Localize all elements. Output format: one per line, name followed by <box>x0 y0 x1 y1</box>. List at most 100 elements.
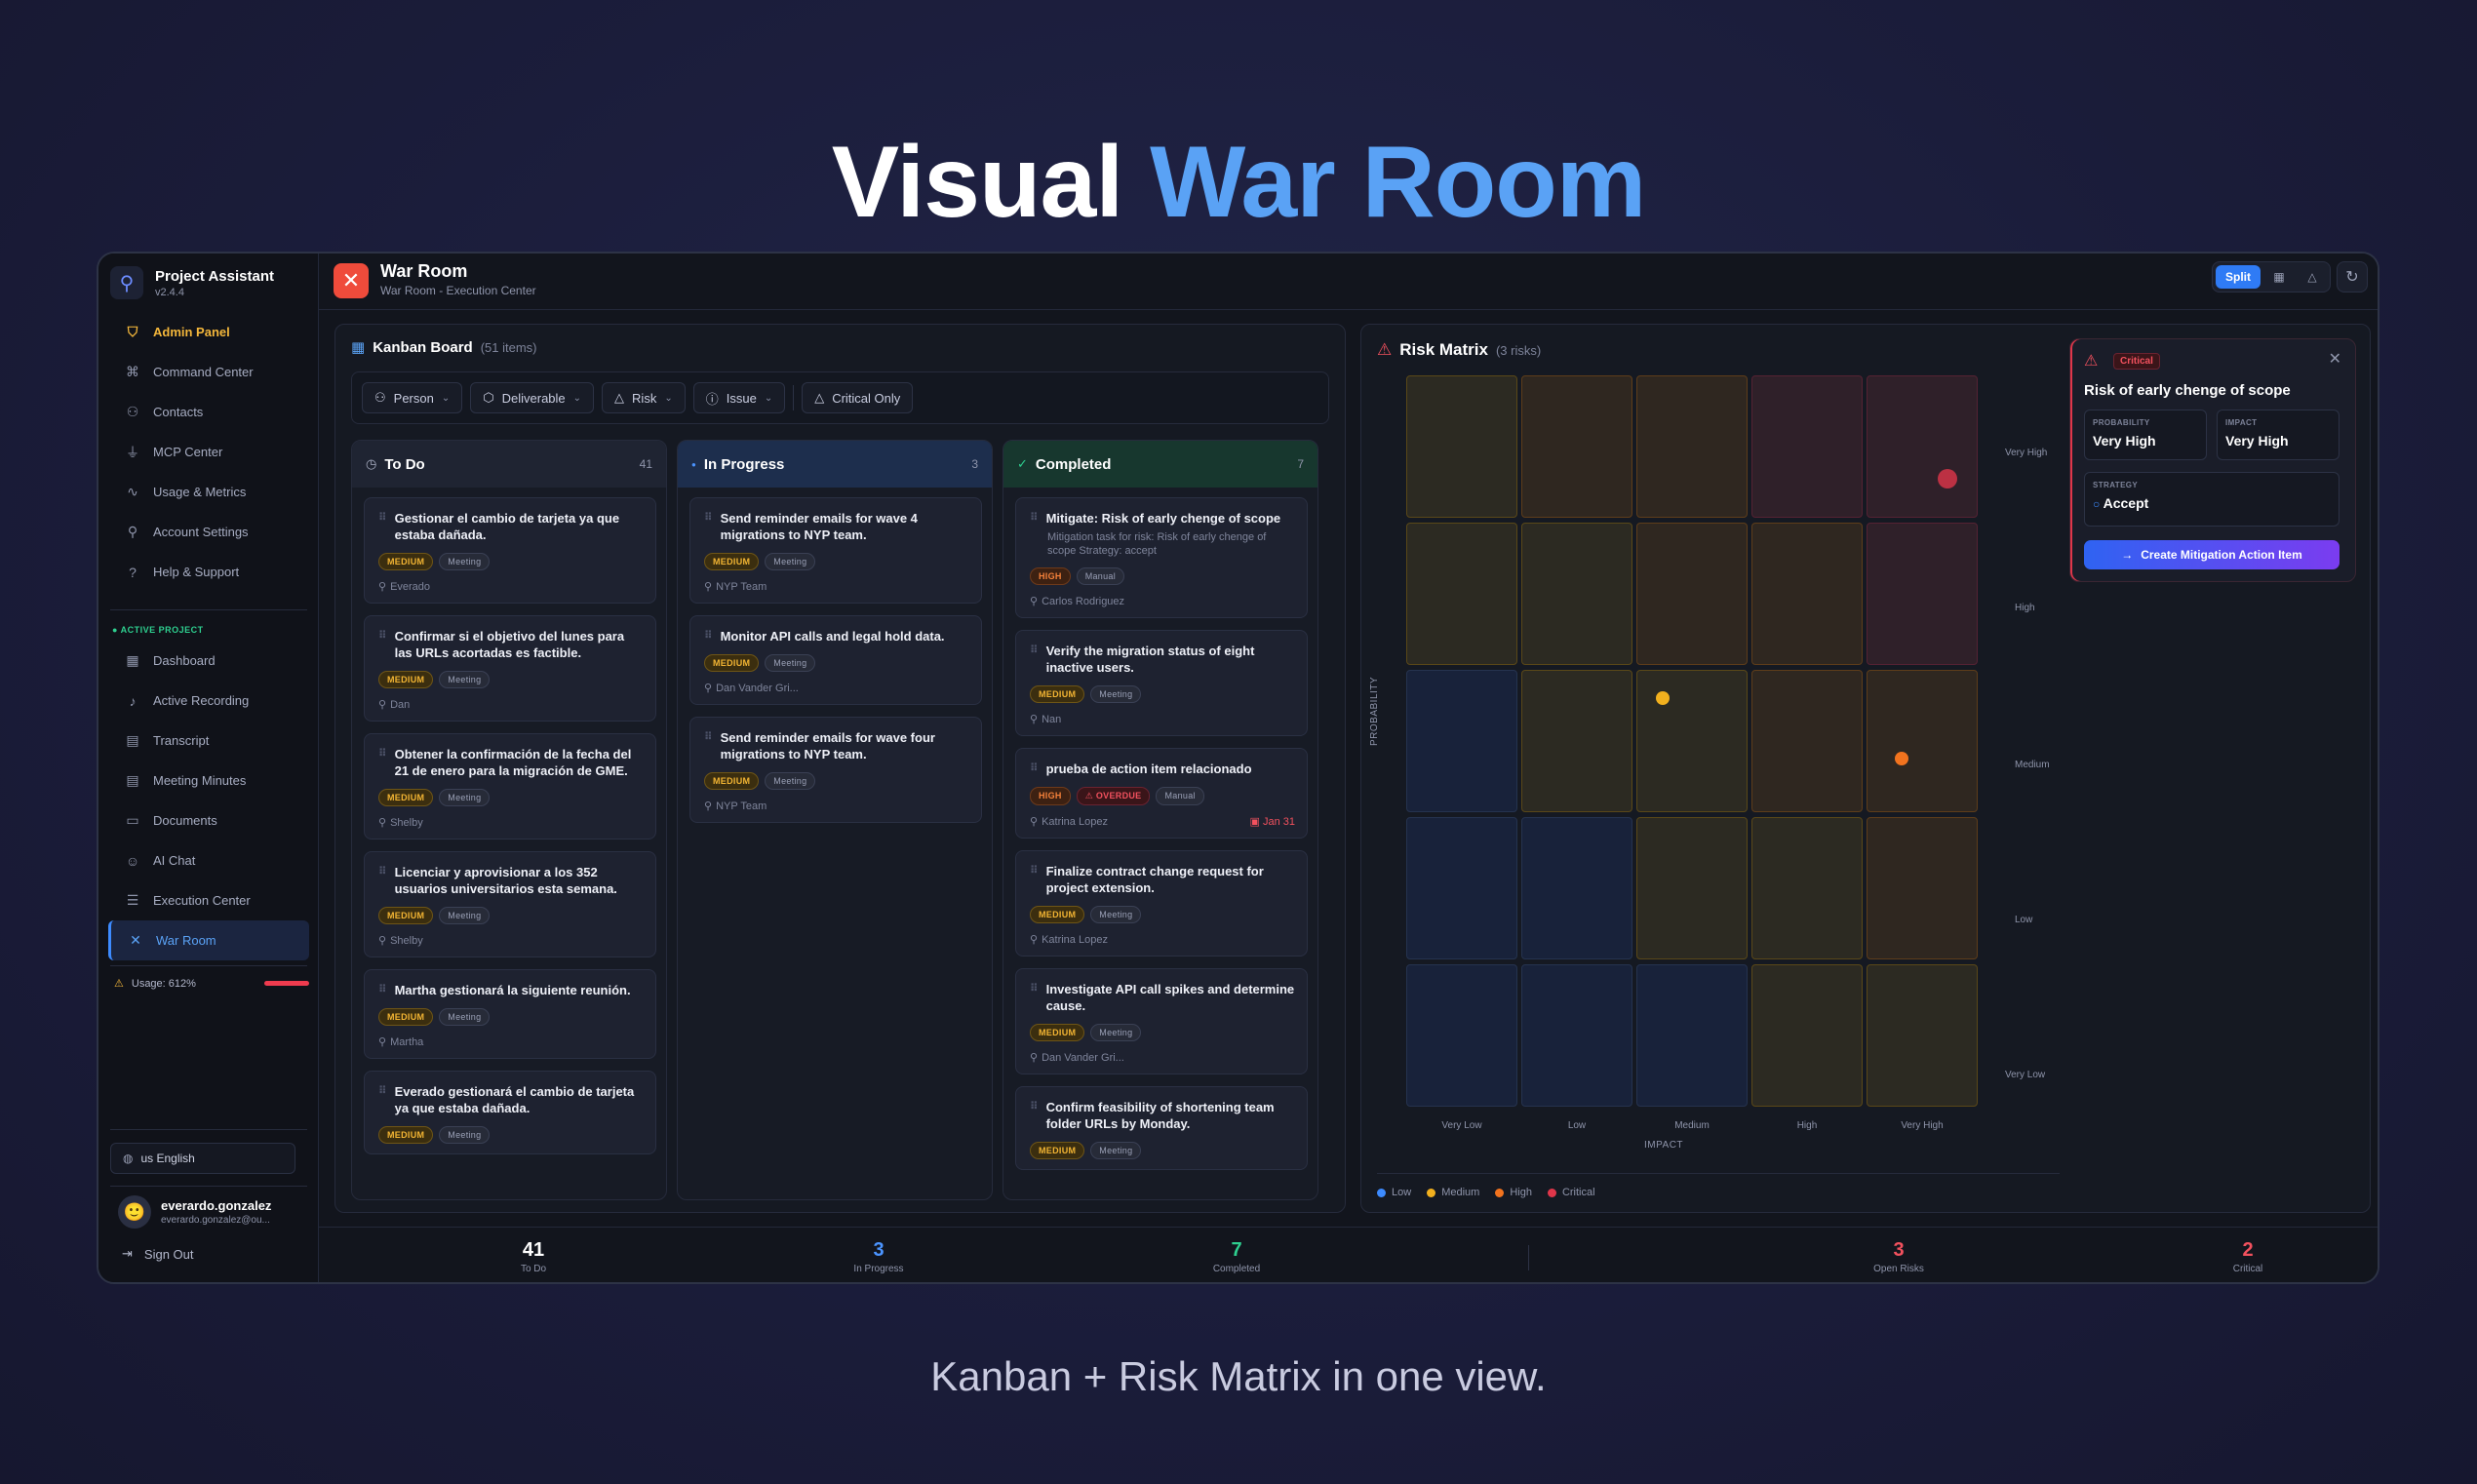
view-kanban-button[interactable]: ▦ <box>2264 265 2294 289</box>
task-card[interactable]: ⠿ prueba de action item relacionado HIGH ⚠ … <box>1015 748 1308 839</box>
risk-cell[interactable] <box>1867 817 1978 959</box>
critical-only-toggle[interactable]: △ Critical Only <box>802 382 914 413</box>
risk-cell[interactable] <box>1521 375 1632 518</box>
sign-out-button[interactable]: ⇥ Sign Out <box>122 1246 194 1262</box>
sidebar-item-admin-panel[interactable]: ⛉ Admin Panel <box>108 312 309 352</box>
drag-handle-icon[interactable]: ⠿ <box>378 512 387 524</box>
drag-handle-icon[interactable]: ⠿ <box>378 1085 387 1097</box>
sidebar-item-mcp-center[interactable]: ⏚ MCP Center <box>108 432 309 472</box>
stats-divider <box>1528 1245 1529 1270</box>
task-card[interactable]: ⠿ Everado gestionará el cambio de tarjeta… <box>364 1071 656 1154</box>
risk-cell[interactable] <box>1406 817 1517 959</box>
risk-cell[interactable] <box>1867 523 1978 665</box>
risk-dot[interactable] <box>1656 691 1670 705</box>
risk-cell[interactable] <box>1521 817 1632 959</box>
card-tags: MEDIUM Meeting <box>704 553 969 570</box>
task-card[interactable]: ⠿ Mitigate: Risk of early chenge of scope… <box>1015 497 1308 618</box>
risk-dot[interactable] <box>1938 469 1957 488</box>
drag-handle-icon[interactable]: ⠿ <box>1030 512 1039 524</box>
task-card[interactable]: ⠿ Send reminder emails for wave 4 migrati… <box>689 497 982 604</box>
risk-cell[interactable] <box>1751 523 1863 665</box>
drag-handle-icon[interactable]: ⠿ <box>1030 1101 1039 1113</box>
sidebar-item-execution-center[interactable]: ☰ Execution Center <box>108 880 309 920</box>
drag-handle-icon[interactable]: ⠿ <box>704 512 713 524</box>
risk-cell[interactable] <box>1406 375 1517 518</box>
filter-risk[interactable]: △ Risk ⌄ <box>602 382 686 413</box>
filter-issue[interactable]: ⓘ Issue ⌄ <box>692 382 786 413</box>
task-card[interactable]: ⠿ Monitor API calls and legal hold data. M… <box>689 615 982 705</box>
risk-cell[interactable] <box>1636 670 1748 812</box>
sidebar-item-active-recording[interactable]: ♪ Active Recording <box>108 681 309 721</box>
sidebar-item-dashboard[interactable]: ▦ Dashboard <box>108 641 309 681</box>
task-card[interactable]: ⠿ Gestionar el cambio de tarjeta ya que e… <box>364 497 656 604</box>
risk-cell[interactable] <box>1751 817 1863 959</box>
close-icon[interactable]: ✕ <box>2328 351 2341 368</box>
view-risk-button[interactable]: △ <box>2298 265 2327 289</box>
risk-cell[interactable] <box>1751 670 1863 812</box>
risk-dot[interactable] <box>1895 752 1908 765</box>
sidebar-item-ai-chat[interactable]: ☺ AI Chat <box>108 840 309 880</box>
sidebar-item-label: Account Settings <box>153 525 249 539</box>
task-card[interactable]: ⠿ Confirmar si el objetivo del lunes para… <box>364 615 656 722</box>
sidebar-item-transcript[interactable]: ▤ Transcript <box>108 721 309 761</box>
sidebar-item-war-room[interactable]: ✕ War Room <box>108 920 309 960</box>
risk-cell[interactable] <box>1751 964 1863 1107</box>
sidebar-item-contacts[interactable]: ⚇ Contacts <box>108 392 309 432</box>
tag-meeting: Meeting <box>1090 906 1142 923</box>
card-title-text: Confirmar si el objetivo del lunes para … <box>394 629 625 660</box>
drag-handle-icon[interactable]: ⠿ <box>1030 865 1039 877</box>
task-card[interactable]: ⠿ Verify the migration status of eight in… <box>1015 630 1308 736</box>
user-profile[interactable]: 🙂 everardo.gonzalez everardo.gonzalez@ou… <box>118 1195 271 1229</box>
risk-cell[interactable] <box>1406 964 1517 1107</box>
sidebar-item-meeting-minutes[interactable]: ▤ Meeting Minutes <box>108 761 309 801</box>
drag-handle-icon[interactable]: ⠿ <box>378 748 387 760</box>
tag-text: Meeting <box>773 557 807 566</box>
drag-handle-icon[interactable]: ⠿ <box>704 731 713 743</box>
task-card[interactable]: ⠿ Confirm feasibility of shortening team … <box>1015 1086 1308 1170</box>
drag-handle-icon[interactable]: ⠿ <box>704 630 713 642</box>
risk-cell[interactable] <box>1521 670 1632 812</box>
task-card[interactable]: ⠿ Send reminder emails for wave four migr… <box>689 717 982 823</box>
brand[interactable]: ⚲ Project Assistant v2.4.4 <box>110 263 274 302</box>
risk-cell[interactable] <box>1636 523 1748 665</box>
risk-cell[interactable] <box>1636 375 1748 518</box>
task-card[interactable]: ⠿ Obtener la confirmación de la fecha del… <box>364 733 656 840</box>
sidebar-item-command-center[interactable]: ⌘ Command Center <box>108 352 309 392</box>
create-mitigation-button[interactable]: → Create Mitigation Action Item <box>2084 540 2339 569</box>
task-card[interactable]: ⠿ Finalize contract change request for pr… <box>1015 850 1308 957</box>
drag-handle-icon[interactable]: ⠿ <box>378 984 387 996</box>
user-icon: ⚲ <box>378 1036 387 1048</box>
task-card[interactable]: ⠿ Investigate API call spikes and determi… <box>1015 968 1308 1074</box>
risk-cell[interactable] <box>1521 964 1632 1107</box>
task-card[interactable]: ⠿ Martha gestionará la siguiente reunión.… <box>364 969 656 1059</box>
filter-deliverable[interactable]: ⬡ Deliverable ⌄ <box>470 382 595 413</box>
sidebar-item-account-settings[interactable]: ⚲ Account Settings <box>108 512 309 552</box>
drag-handle-icon[interactable]: ⠿ <box>1030 983 1039 995</box>
risk-cell[interactable] <box>1636 817 1748 959</box>
sidebar-item-documents[interactable]: ▭ Documents <box>108 801 309 840</box>
filter-person[interactable]: ⚇ Person ⌄ <box>362 382 463 413</box>
drag-handle-icon[interactable]: ⠿ <box>1030 762 1039 774</box>
risk-cell[interactable] <box>1636 964 1748 1107</box>
refresh-button[interactable]: ↻ <box>2337 261 2368 293</box>
language-select[interactable]: ◍ us English <box>110 1143 295 1174</box>
risk-cell[interactable] <box>1406 670 1517 812</box>
drag-handle-icon[interactable]: ⠿ <box>378 866 387 878</box>
severity-badge: Critical <box>2113 353 2160 370</box>
folder-icon: ▭ <box>126 812 139 828</box>
view-split-button[interactable]: Split <box>2216 265 2261 289</box>
drag-handle-icon[interactable]: ⠿ <box>378 630 387 642</box>
usage-indicator[interactable]: ⚠ Usage: 612% <box>114 977 309 990</box>
risk-cell[interactable] <box>1867 964 1978 1107</box>
risk-cell[interactable] <box>1521 523 1632 665</box>
risk-cell[interactable] <box>1867 375 1978 518</box>
stats-footer: 41 To Do 3 In Progress 7 Completed 3 Open Risks… <box>319 1227 2378 1282</box>
risk-cell[interactable] <box>1406 523 1517 665</box>
card-title: ⠿ Confirmar si el objetivo del lunes para… <box>378 628 644 661</box>
risk-cell[interactable] <box>1751 375 1863 518</box>
sidebar-item-help-support[interactable]: ? Help & Support <box>108 552 309 592</box>
risk-cell[interactable] <box>1867 670 1978 812</box>
drag-handle-icon[interactable]: ⠿ <box>1030 644 1039 656</box>
task-card[interactable]: ⠿ Licenciar y aprovisionar a los 352 usua… <box>364 851 656 957</box>
sidebar-item-usage-metrics[interactable]: ∿ Usage & Metrics <box>108 472 309 512</box>
